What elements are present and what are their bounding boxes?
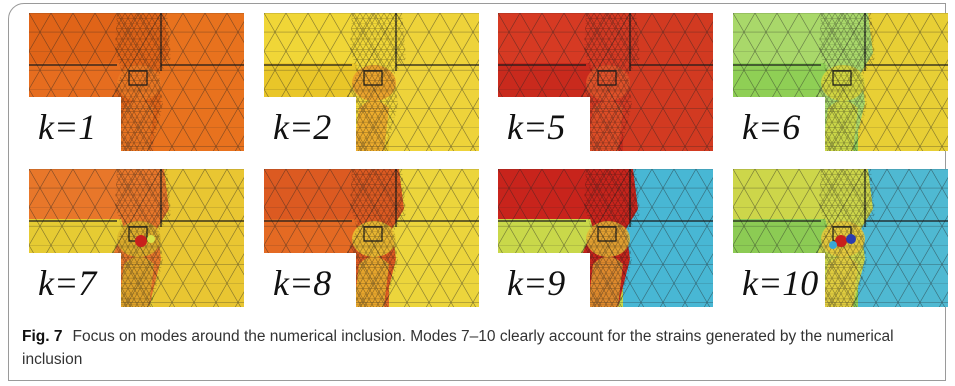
mesh-image: [29, 13, 244, 151]
mesh-image: [498, 169, 713, 307]
mesh-image: [29, 169, 244, 307]
mesh-image: [733, 13, 948, 151]
mode-label: k=2: [273, 107, 332, 147]
mode-panel: k=10: [733, 169, 948, 307]
mode-label: k=7: [38, 263, 97, 303]
mode-label: k=8: [273, 263, 332, 303]
mode-panel: k=1: [29, 13, 244, 151]
mode-label: k=5: [507, 107, 566, 147]
mode-label: k=10: [742, 263, 819, 303]
mode-label: k=6: [742, 107, 801, 147]
mode-label: k=1: [38, 107, 97, 147]
mesh-image: [498, 13, 713, 151]
mesh-image: [733, 169, 948, 307]
figure-label: Fig. 7: [22, 328, 63, 345]
mode-panel: k=9: [498, 169, 713, 307]
mode-panel: k=2: [264, 13, 479, 151]
figure-caption: Fig. 7 Focus on modes around the numerica…: [22, 325, 922, 371]
mode-label: k=9: [507, 263, 566, 303]
figure-caption-text: Focus on modes around the numerical incl…: [22, 328, 894, 368]
mode-panel: k=8: [264, 169, 479, 307]
mesh-image: [264, 13, 479, 151]
mode-panel: k=5: [498, 13, 713, 151]
mode-panel: k=6: [733, 13, 948, 151]
mode-panel: k=7: [29, 169, 244, 307]
mesh-image: [264, 169, 479, 307]
